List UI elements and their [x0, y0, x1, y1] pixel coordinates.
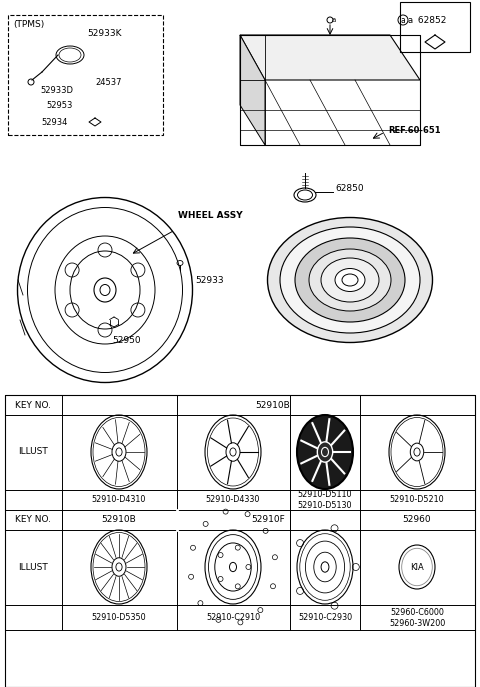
- Text: 24537: 24537: [95, 78, 121, 87]
- Text: 52910-D5210: 52910-D5210: [390, 495, 444, 504]
- Bar: [400, 2, 470, 52]
- Text: REF.60-651: REF.60-651: [388, 126, 441, 135]
- Ellipse shape: [321, 258, 379, 302]
- Text: 52910-C2930: 52910-C2930: [298, 613, 352, 622]
- Text: 52910-C2910: 52910-C2910: [206, 613, 260, 622]
- Text: a: a: [401, 16, 406, 25]
- Text: 52910F: 52910F: [251, 515, 285, 524]
- Text: 52960: 52960: [403, 515, 432, 524]
- Ellipse shape: [267, 218, 432, 343]
- Text: 52933D: 52933D: [40, 85, 73, 95]
- Bar: [5, 395, 475, 687]
- Text: 52910-D4330: 52910-D4330: [206, 495, 260, 504]
- Text: 52910B: 52910B: [102, 515, 136, 524]
- Text: 52953: 52953: [47, 100, 73, 109]
- Text: 62852: 62852: [415, 16, 446, 25]
- Polygon shape: [240, 35, 265, 145]
- Ellipse shape: [280, 227, 420, 333]
- Text: 52910-D5350: 52910-D5350: [92, 613, 146, 622]
- Ellipse shape: [317, 442, 333, 462]
- Text: 52933: 52933: [196, 275, 224, 284]
- Ellipse shape: [295, 238, 405, 322]
- Ellipse shape: [309, 249, 391, 311]
- Text: 52910B: 52910B: [256, 401, 290, 409]
- Text: ILLUST: ILLUST: [18, 447, 48, 456]
- Text: KEY NO.: KEY NO.: [15, 401, 51, 409]
- Text: ILLUST: ILLUST: [18, 563, 48, 572]
- Text: 62850: 62850: [335, 183, 364, 192]
- Text: a: a: [332, 17, 336, 23]
- Text: 52950: 52950: [113, 335, 141, 344]
- Text: 52960-C6000
52960-3W200: 52960-C6000 52960-3W200: [389, 608, 445, 628]
- Text: (TPMS): (TPMS): [13, 20, 44, 29]
- Text: KIA: KIA: [410, 563, 424, 572]
- Text: 52910-D5110
52910-D5130: 52910-D5110 52910-D5130: [298, 491, 352, 510]
- Text: 52934: 52934: [42, 117, 68, 126]
- Text: 52910-D4310: 52910-D4310: [92, 495, 146, 504]
- Text: 52933K: 52933K: [88, 28, 122, 38]
- Text: a: a: [408, 16, 413, 25]
- Ellipse shape: [297, 415, 353, 489]
- Text: WHEEL ASSY: WHEEL ASSY: [178, 210, 242, 220]
- Text: KEY NO.: KEY NO.: [15, 515, 51, 524]
- Polygon shape: [240, 35, 420, 80]
- Ellipse shape: [335, 269, 365, 291]
